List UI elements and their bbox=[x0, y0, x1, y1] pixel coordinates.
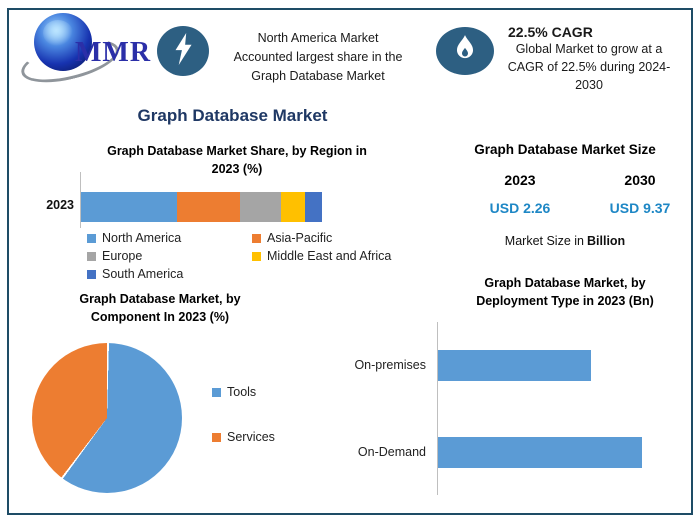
legend-item-south-america: South America bbox=[87, 267, 252, 281]
market-size-year-2030: 2030 bbox=[624, 172, 656, 188]
market-size-value-2023: USD 2.26 bbox=[489, 200, 551, 216]
deployment-bar-on-premises bbox=[438, 350, 591, 381]
logo-text: MMR bbox=[75, 37, 152, 68]
legend-label: Tools bbox=[227, 385, 257, 399]
bar-segment-middle-east-and-africa bbox=[281, 192, 306, 222]
legend-label: Asia-Pacific bbox=[267, 231, 333, 245]
market-size-value-2030: USD 9.37 bbox=[609, 200, 671, 216]
region-chart-title: Graph Database Market Share, by Region i… bbox=[107, 144, 367, 177]
component-pie bbox=[32, 343, 182, 493]
region-category-label: 2023 bbox=[46, 198, 74, 212]
legend-label: Middle East and Africa bbox=[267, 249, 392, 263]
region-legend: North America Asia-Pacific Europe Middle Ea… bbox=[87, 231, 397, 281]
legend-label: South America bbox=[102, 267, 184, 281]
legend-swatch bbox=[252, 251, 261, 261]
legend-item-services: Services bbox=[212, 430, 275, 444]
deployment-bar-on-demand bbox=[438, 437, 642, 468]
highlight-cagr-badge bbox=[436, 27, 494, 75]
market-size-note-prefix: Market Size in bbox=[504, 234, 584, 248]
bar-segment-north-america bbox=[81, 192, 178, 222]
legend-label: Europe bbox=[102, 249, 143, 263]
legend-label: Services bbox=[227, 430, 275, 444]
legend-item-middle-east-and-africa: Middle East and Africa bbox=[252, 249, 397, 263]
legend-item-tools: Tools bbox=[212, 385, 275, 399]
component-chart-title: Graph Database Market, by Component In 2… bbox=[79, 292, 241, 325]
deployment-label-on-premises: On-premises bbox=[354, 358, 426, 372]
mmr-logo: MMR bbox=[17, 12, 158, 91]
cagr-heading: 22.5% CAGR bbox=[508, 24, 593, 40]
legend-item-europe: Europe bbox=[87, 249, 252, 263]
bar-segment-europe bbox=[240, 192, 282, 222]
flame-icon bbox=[452, 34, 478, 69]
market-size-title: Graph Database Market Size bbox=[474, 142, 656, 157]
component-legend: Tools Services bbox=[212, 385, 275, 444]
deployment-label-on-demand: On-Demand bbox=[357, 445, 426, 459]
legend-swatch bbox=[87, 269, 96, 279]
deployment-axis-line bbox=[437, 322, 438, 495]
legend-swatch bbox=[87, 251, 96, 261]
legend-swatch bbox=[212, 387, 221, 397]
deployment-chart-title: Graph Database Market, by Deployment Typ… bbox=[476, 276, 654, 309]
market-size-note: Market Size in Billion bbox=[440, 234, 690, 248]
legend-item-asia-pacific: Asia-Pacific bbox=[252, 231, 397, 245]
globe-icon bbox=[34, 13, 92, 71]
bar-segment-asia-pacific bbox=[177, 192, 241, 222]
legend-swatch bbox=[212, 432, 221, 442]
region-axis-line bbox=[80, 172, 81, 228]
legend-label: North America bbox=[102, 231, 182, 245]
legend-swatch bbox=[87, 233, 96, 243]
region-stacked-bar bbox=[81, 192, 322, 222]
highlight-share-text: North America Market Accounted largest s… bbox=[233, 31, 403, 83]
cagr-text: Global Market to grow at a CAGR of 22.5%… bbox=[507, 42, 671, 92]
highlight-cagr: 22.5% CAGR Global Market to grow at a CA… bbox=[498, 24, 680, 94]
market-size-note-unit: Billion bbox=[587, 234, 626, 248]
legend-swatch bbox=[252, 233, 261, 243]
page-title: Graph Database Market bbox=[137, 106, 328, 125]
legend-item-north-america: North America bbox=[87, 231, 252, 245]
market-size-year-2023: 2023 bbox=[504, 172, 536, 188]
lightning-bolt-icon bbox=[171, 32, 195, 70]
bar-segment-south-america bbox=[305, 192, 322, 222]
highlight-share-badge bbox=[157, 26, 209, 76]
